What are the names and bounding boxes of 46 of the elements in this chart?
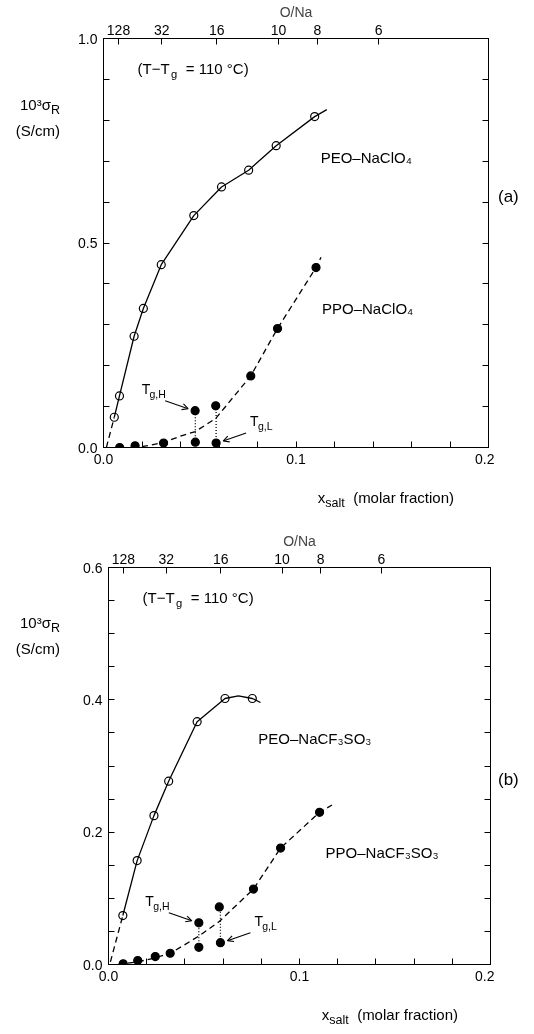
point — [214, 902, 224, 912]
series-label: PEO–NaClO₄ — [320, 149, 412, 167]
point — [190, 406, 200, 416]
text: 16 — [208, 21, 225, 38]
text: 16 — [213, 550, 229, 567]
y-tick-label: 1.0 — [78, 30, 98, 47]
x2-axis-title: O/Na — [279, 3, 313, 20]
text: 32 — [154, 21, 170, 38]
y-axis-title: 10³σ$_{R}$ (S/cm) — [14, 95, 61, 141]
point — [130, 441, 140, 448]
text: 8 — [313, 21, 322, 38]
point — [133, 955, 143, 965]
x-axis-title: x$_{salt}$ (molar fraction) — [320, 1005, 459, 1029]
x2-axis-title: O/Na — [283, 532, 317, 549]
text: 32 — [158, 550, 175, 567]
point — [150, 951, 160, 962]
text: 6 — [377, 550, 386, 567]
point — [314, 807, 325, 817]
x-tick-label: 0.1 — [286, 450, 306, 467]
text: 128 — [106, 21, 131, 38]
text: (b) — [497, 769, 520, 791]
x-axis-title: x$_{salt}$ (molar fraction) — [316, 488, 455, 512]
series-label: PPO–NaCF₃SO₃ — [325, 843, 439, 861]
y-tick-label: 0.5 — [78, 235, 98, 251]
point — [272, 323, 283, 334]
point — [194, 942, 204, 952]
text: 128 — [111, 550, 136, 567]
text: 8 — [316, 550, 325, 567]
y-axis-title: 10³σ$_{R}$ (S/cm) — [14, 613, 61, 659]
point — [246, 371, 256, 381]
x-tick-label: 0.1 — [289, 967, 310, 984]
point — [190, 437, 200, 447]
y-tick-label: 0.2 — [83, 824, 103, 841]
text: 10 — [274, 550, 291, 567]
text: 6 — [374, 21, 383, 38]
point — [194, 918, 204, 928]
text: (a) — [497, 186, 520, 208]
x-tick-label: 0.2 — [475, 967, 495, 984]
point — [215, 938, 226, 948]
y-tick-label: 0.4 — [83, 691, 103, 708]
y-tick-label: 0.6 — [83, 559, 103, 576]
x-tick-label: 0.2 — [475, 450, 495, 467]
point — [211, 401, 221, 411]
text: 10 — [270, 21, 287, 38]
series-label: PPO–NaClO₄ — [322, 300, 414, 318]
series-label: PEO–NaCF₃SO₃ — [258, 729, 372, 747]
